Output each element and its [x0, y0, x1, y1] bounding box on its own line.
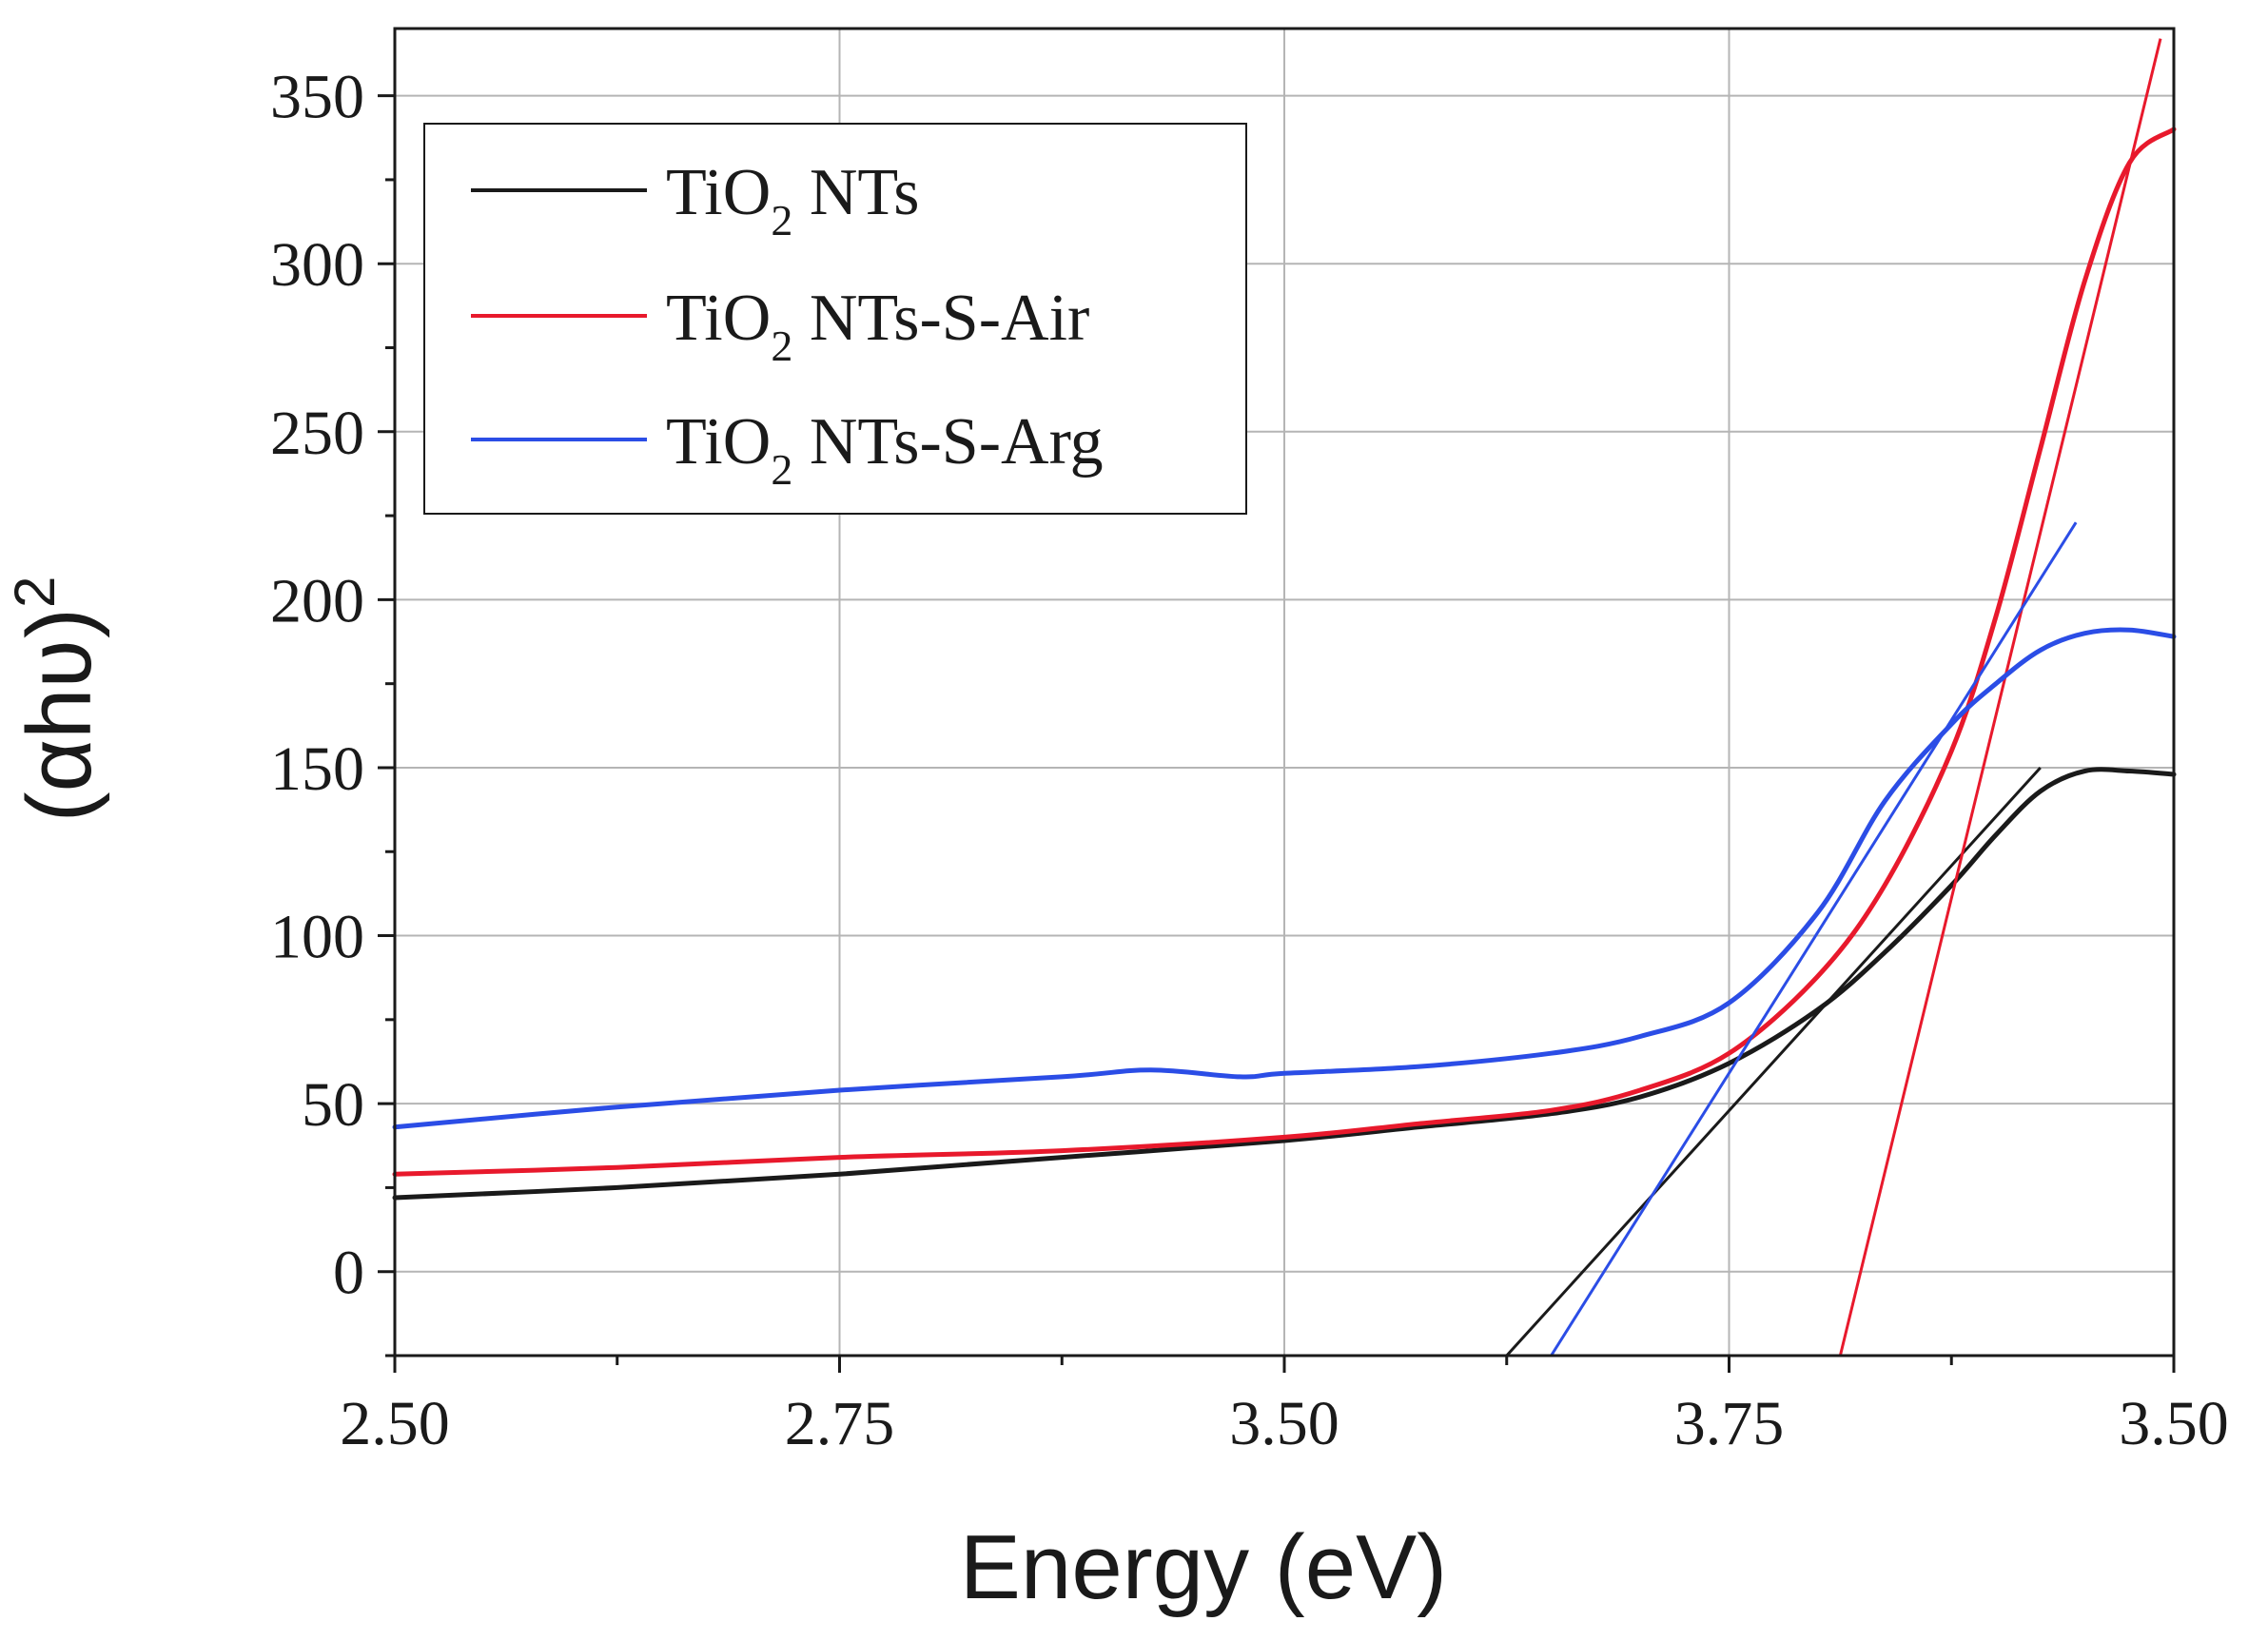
y-tick-label-1: 50 — [302, 1070, 364, 1140]
x-tick-label-4: 3.50 — [2119, 1389, 2229, 1458]
y-tick-label-2: 100 — [270, 903, 364, 972]
tick-labels: 2.50 2.75 3.50 3.75 3.50 0 50 100 150 200 250 300 35… — [270, 63, 2229, 1458]
fit-line-2 — [1550, 521, 2078, 1357]
legend-label-0-suffix: NTs — [792, 156, 919, 229]
y-tick-label-3: 150 — [270, 734, 364, 804]
y-tick-label-6: 300 — [270, 230, 364, 300]
y-tick-label-7: 350 — [270, 63, 364, 132]
x-axis-label: Energy (eV) — [960, 1516, 1447, 1618]
legend-label-1-suffix: NTs-S-Air — [792, 282, 1089, 355]
fit-line-0 — [1505, 766, 2042, 1358]
fit-line-1 — [1838, 38, 2162, 1357]
series-line-2 — [392, 627, 2177, 1130]
x-tick-label-2: 3.50 — [1229, 1389, 1339, 1458]
legend-label-0: TiO2 NTs — [666, 156, 919, 244]
y-tick-label-4: 200 — [270, 566, 364, 635]
legend-label-2-prefix: TiO — [666, 405, 771, 479]
y-axis-label-main: (αhʋ) — [9, 608, 110, 822]
legend-label-2-subscript: 2 — [771, 445, 792, 494]
x-tick-label-0: 2.50 — [340, 1389, 450, 1458]
legend-label-1-prefix: TiO — [666, 282, 771, 355]
legend-label-0-prefix: TiO — [666, 156, 771, 229]
legend-label-2-suffix: NTs-S-Arg — [792, 405, 1103, 479]
y-tick-label-5: 250 — [270, 399, 364, 468]
legend-label-1: TiO2 NTs-S-Air — [666, 282, 1089, 370]
series-line-0 — [392, 767, 2177, 1201]
y-tick-label-0: 0 — [333, 1239, 364, 1308]
legend-label-2: TiO2 NTs-S-Arg — [666, 405, 1104, 494]
series-layer — [392, 38, 2177, 1358]
series-line-1 — [392, 127, 2177, 1177]
x-tick-label-1: 2.75 — [785, 1389, 895, 1458]
legend-label-1-subscript: 2 — [771, 322, 792, 370]
ticks — [378, 94, 2176, 1373]
y-axis-label: (αhʋ)2 — [3, 576, 110, 823]
x-tick-label-3: 3.75 — [1674, 1389, 1785, 1458]
legend-label-0-subscript: 2 — [771, 196, 792, 244]
y-axis-label-superscript: 2 — [3, 576, 67, 608]
legend: TiO2 NTs TiO2 NTs-S-Air TiO2 NTs-S-Arg — [423, 123, 1247, 515]
